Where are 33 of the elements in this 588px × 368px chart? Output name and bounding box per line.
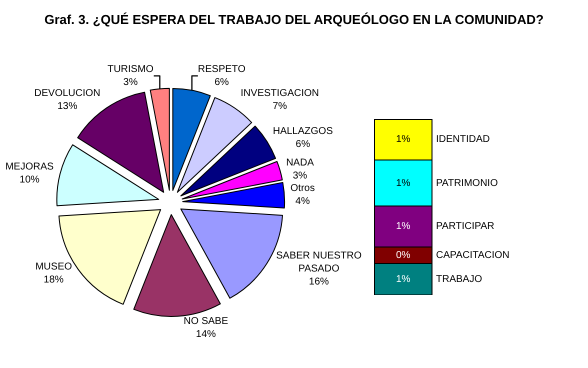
- data-label: 6%: [214, 76, 230, 88]
- data-label: 18%: [44, 274, 64, 286]
- slice-label: HALLAZGOS: [272, 126, 334, 137]
- chart-title: Graf. 3. ¿QUÉ ESPERA DEL TRABAJO DEL ARQUEÓLOGO EN LA COMUNIDAD?: [44, 12, 544, 27]
- series-label: PARTICIPAR: [436, 221, 494, 232]
- slice-label: MUSEO: [35, 262, 72, 273]
- slice-label: Otros: [290, 183, 315, 194]
- series-label: IDENTIDAD: [436, 134, 490, 145]
- data-label: 1%: [396, 274, 411, 285]
- data-label: 6%: [296, 138, 310, 150]
- data-label: 3%: [123, 76, 138, 88]
- data-label: 10%: [20, 174, 40, 186]
- data-label: 1%: [396, 134, 411, 145]
- data-label: 1%: [396, 178, 411, 189]
- data-label: 16%: [308, 276, 329, 288]
- data-label: 3%: [292, 170, 308, 182]
- slice-label: TURISMO: [107, 64, 154, 75]
- slice-label: MEJORAS: [5, 161, 54, 172]
- data-label: 1%: [396, 221, 411, 232]
- slice-label: RESPETO: [198, 64, 246, 75]
- data-label: 4%: [295, 196, 310, 208]
- slice-label: NO SABE: [184, 316, 228, 328]
- data-label: 13%: [57, 100, 78, 112]
- data-label: 7%: [272, 100, 288, 112]
- series-label: TRABAJO: [436, 274, 482, 285]
- slice-label: DEVOLUCION: [34, 88, 100, 99]
- slice-label: SABER NUESTRO PASADO: [276, 250, 362, 274]
- slice-label: NADA: [286, 158, 314, 169]
- slice-label: INVESTIGACION: [240, 88, 319, 99]
- data-label: 0%: [396, 250, 411, 261]
- series-label: PATRIMONIO: [436, 178, 498, 189]
- data-label: 14%: [196, 329, 216, 340]
- series-label: CAPACITACION: [436, 250, 510, 261]
